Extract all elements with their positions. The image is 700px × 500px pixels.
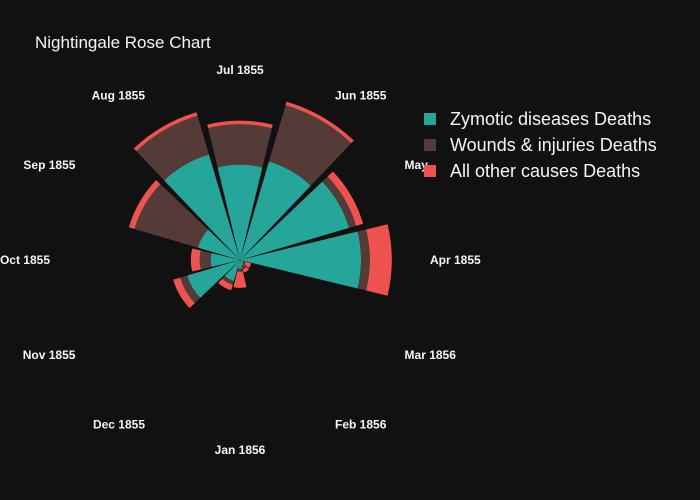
- polar-bar-3-9: [218, 278, 233, 291]
- polar-bar-1-5: [164, 154, 240, 260]
- legend-swatch: [424, 165, 436, 177]
- polar-bar-3-3: [285, 101, 354, 144]
- legend-label: All other causes Deaths: [450, 160, 641, 181]
- polar-bar-3-5: [133, 112, 198, 152]
- polar-bar-2-9: [222, 275, 234, 285]
- polar-bar-3-2: [327, 171, 364, 226]
- polar-bar-1-10: [237, 260, 243, 269]
- angular-tick-label: Mar 1856: [405, 348, 457, 362]
- angular-tick-label: Jun 1855: [335, 88, 387, 102]
- polar-bar-1-2: [240, 181, 350, 260]
- legend-item[interactable]: All other causes Deaths: [424, 158, 657, 184]
- angular-tick-label: Apr 1855: [430, 253, 481, 267]
- polar-bar-3-1: [366, 224, 392, 296]
- angular-tick-label: May: [405, 158, 429, 172]
- polar-bar-1-12: [240, 260, 244, 263]
- polar-bar-2-10: [237, 268, 243, 272]
- angular-tick-label: Aug 1855: [92, 88, 146, 102]
- polar-bar-2-6: [134, 184, 209, 248]
- polar-bar-2-5: [136, 115, 209, 181]
- polar-bar-3-11: [242, 266, 250, 273]
- polar-bar-1-7: [210, 253, 240, 267]
- polar-bar-3-10: [233, 271, 247, 288]
- polar-bar-3-8: [173, 277, 195, 309]
- polar-bar-2-4: [208, 124, 272, 168]
- polar-bar-2-1: [357, 229, 370, 291]
- legend-item[interactable]: Zymotic diseases Deaths: [424, 106, 657, 132]
- polar-bar-2-11: [241, 264, 247, 270]
- angular-tick-label: Sep 1855: [23, 158, 75, 172]
- polar-bar-2-8: [180, 275, 201, 303]
- polar-bar-2-7: [199, 250, 212, 270]
- legend: Zymotic diseases Deaths Wounds & injuries…: [424, 106, 657, 184]
- chart-title: Nightingale Rose Chart: [35, 33, 211, 52]
- polar-bar-2-2: [322, 176, 357, 228]
- legend-label: Zymotic diseases Deaths: [450, 108, 652, 129]
- angular-tick-label: Nov 1855: [23, 348, 76, 362]
- polar-bar-1-3: [240, 161, 311, 260]
- legend-item[interactable]: Wounds & injuries Deaths: [424, 132, 657, 158]
- polar-bar-3-6: [128, 180, 161, 229]
- polar-bar-1-8: [187, 260, 240, 298]
- polar-bar-2-3: [268, 105, 352, 186]
- polar-bar-3-12: [244, 261, 252, 269]
- angular-tick-label: Feb 1856: [335, 418, 387, 432]
- polar-bar-1-1: [240, 231, 361, 289]
- polar-bar-1-4: [217, 164, 263, 260]
- angular-tick-label: Jul 1855: [216, 63, 264, 77]
- angular-tick-label: Jan 1856: [215, 443, 266, 457]
- legend-swatch: [424, 139, 436, 151]
- polar-bar-3-7: [190, 248, 201, 272]
- legend-swatch: [424, 113, 436, 125]
- legend-label: Wounds & injuries Deaths: [450, 134, 657, 155]
- polar-bar-3-4: [207, 120, 273, 129]
- polar-bar-1-9: [224, 260, 240, 282]
- angular-axis-labels: Apr 1855 May Jun 1855 Jul 1855 Aug 1855 Sep 1…: [0, 63, 481, 457]
- polar-bar-2-12: [242, 261, 246, 265]
- polar-bar-1-11: [240, 260, 245, 266]
- polar-bar-1-6: [197, 229, 240, 260]
- angular-tick-label: Dec 1855: [93, 418, 145, 432]
- angular-tick-label: Oct 1855: [0, 253, 50, 267]
- polar-bars: [128, 101, 392, 309]
